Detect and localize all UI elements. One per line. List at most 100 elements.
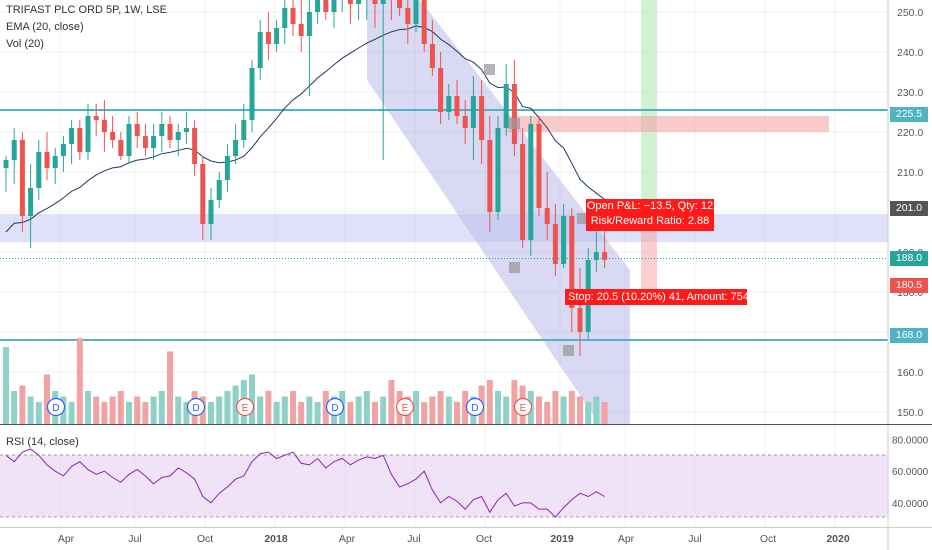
volume-bar-19	[158, 391, 165, 424]
volume-bar-34	[281, 396, 288, 424]
candle-body-69	[569, 216, 575, 308]
position-info-box[interactable]: Open P&L: −13.5, Qty: 12 Risk/Reward Rat…	[586, 199, 714, 231]
pivot-marker-low-2[interactable]	[563, 345, 574, 356]
candle-25	[208, 188, 214, 240]
time-tick-0: Apr	[58, 533, 75, 545]
rsi-tick-2: 40.0000	[892, 499, 929, 510]
candle-body-20	[167, 124, 173, 140]
pivot-marker-high-1[interactable]	[484, 64, 495, 75]
candle-26	[216, 172, 222, 208]
candle-body-30	[249, 68, 255, 120]
candle-body-63	[520, 144, 526, 240]
candle-body-49	[405, 8, 411, 24]
resistance-zone[interactable]	[507, 116, 829, 132]
volume-bar-20	[167, 351, 173, 424]
candle-30	[249, 60, 255, 132]
volume-bar-70	[577, 396, 583, 424]
event-marker-circle-4	[395, 397, 415, 417]
price-tag-188: 188.0	[890, 251, 928, 266]
event-marker-circle-5	[465, 397, 485, 417]
candle-body-2	[19, 140, 25, 216]
event-marker-label-0: D	[52, 403, 59, 414]
candle-body-24	[200, 164, 206, 224]
pivot-marker-high-3[interactable]	[577, 213, 588, 224]
candle-47	[390, 0, 392, 20]
event-marker-1[interactable]: D	[186, 397, 206, 417]
volume-legend[interactable]: Vol (20)	[6, 38, 44, 50]
candle-body-64	[528, 124, 534, 240]
price-tick-0: 250.0	[897, 7, 923, 19]
volume-bar-68	[560, 396, 567, 424]
candle-body-32	[265, 32, 271, 44]
volume-bar-17	[142, 402, 149, 424]
rsi-legend[interactable]: RSI (14, close)	[6, 436, 79, 448]
candle-70	[577, 268, 583, 356]
ema-legend[interactable]: EMA (20, close)	[6, 21, 84, 33]
candle-body-37	[306, 12, 312, 36]
time-tick-11: 2020	[826, 533, 850, 545]
event-marker-circle-6	[513, 397, 533, 417]
candle-body-14	[118, 140, 124, 156]
candle-body-51	[421, 0, 427, 44]
candle-49	[405, 0, 411, 44]
loss-zone[interactable]	[641, 230, 657, 290]
time-tick-6: Oct	[476, 533, 492, 545]
stop-info-box[interactable]: Stop: 20.5 (10.20%) 41, Amount: 754	[565, 289, 749, 305]
candle-9	[77, 120, 83, 160]
candle-65	[536, 116, 542, 216]
candle-body-72	[593, 252, 599, 260]
event-marker-label-3: D	[331, 403, 338, 414]
event-marker-0[interactable]: D	[46, 397, 66, 417]
horizontal-lines[interactable]	[0, 109, 888, 341]
volume-bar-56	[462, 391, 469, 424]
price-tick-9: 160.0	[897, 367, 923, 379]
volume-bar-38	[314, 402, 321, 424]
volume-bar-28	[232, 385, 239, 424]
event-marker-2[interactable]: E	[235, 397, 255, 417]
candle-body-22	[183, 128, 189, 132]
price-tag-225-5-label: 225.5	[895, 108, 923, 120]
candle-43	[356, 0, 362, 20]
candle-body-25	[208, 200, 214, 224]
time-tick-9: Jul	[688, 533, 701, 545]
candle-50	[413, 0, 419, 32]
event-marker-4[interactable]: E	[395, 397, 415, 417]
volume-bar-42	[347, 402, 354, 424]
volume-bar-5	[44, 374, 50, 424]
candle-6	[52, 148, 58, 184]
candle-body-53	[438, 68, 444, 112]
candle-52	[429, 20, 435, 76]
candle-66	[544, 172, 550, 240]
candle-body-55	[454, 96, 460, 116]
volume-bar-8	[68, 402, 75, 424]
time-tick-4: Apr	[339, 533, 356, 545]
candle-3	[28, 164, 34, 248]
event-marker-5[interactable]: D	[465, 397, 485, 417]
event-marker-circle-0	[46, 397, 66, 417]
event-marker-6[interactable]: E	[513, 397, 533, 417]
candle-body-6	[52, 156, 58, 168]
candle-body-26	[216, 180, 222, 200]
support-zone[interactable]	[0, 214, 888, 242]
volume-bar-32	[265, 391, 272, 424]
event-marker-3[interactable]: D	[325, 397, 345, 417]
candle-0	[3, 156, 9, 192]
candle-body-17	[142, 136, 148, 148]
risk-reward-text: Risk/Reward Ratio: 2.88	[590, 215, 710, 227]
volume-bar-35	[290, 391, 296, 424]
pivot-marker-high-2[interactable]	[509, 118, 520, 129]
price-tag-225-5: 225.5	[890, 107, 928, 122]
profit-zone[interactable]	[641, 0, 657, 200]
candle-27	[224, 144, 230, 192]
volume-bar-47	[388, 380, 395, 424]
candle-45	[372, 0, 378, 28]
pivot-marker-low-1[interactable]	[509, 262, 520, 273]
candle-body-23	[192, 128, 198, 164]
symbol-title[interactable]: TRIFAST PLC ORD 5P, 1W, LSE	[6, 4, 167, 16]
candle-69	[569, 208, 575, 332]
candle-12	[101, 100, 107, 152]
candle-53	[438, 52, 444, 124]
candle-body-50	[413, 0, 419, 24]
volume-bar-18	[150, 396, 157, 424]
